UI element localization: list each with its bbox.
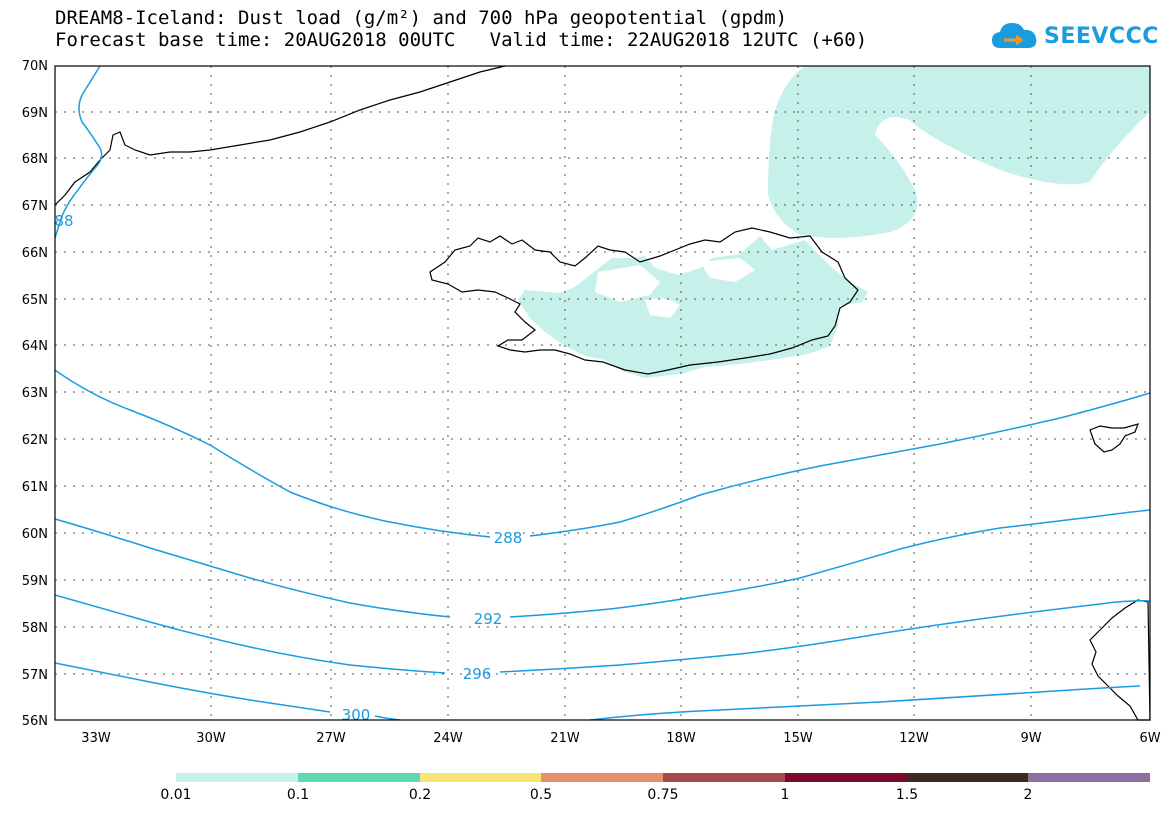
lat-label: 67N <box>22 199 48 214</box>
colorbar-label: 0.1 <box>287 787 309 803</box>
lat-label: 69N <box>22 106 48 121</box>
lon-label: 27W <box>316 731 346 746</box>
colorbar-segment <box>907 773 1028 782</box>
contour-labels: 288 292 296 300 88 <box>54 212 522 724</box>
lat-label: 68N <box>22 152 48 167</box>
scotland-coast <box>1089 599 1151 721</box>
colorbar-segment <box>663 773 785 782</box>
dust-free-patches <box>595 258 755 318</box>
contour-label: 288 <box>494 529 523 547</box>
colorbar-segment <box>785 773 907 782</box>
lat-label: 63N <box>22 386 48 401</box>
map-title-line2: Forecast base time: 20AUG2018 00UTC Vali… <box>55 29 868 51</box>
coastline <box>54 65 1151 721</box>
lon-label: 15W <box>783 731 813 746</box>
lat-label: 58N <box>22 621 48 636</box>
lon-label: 33W <box>81 731 111 746</box>
cloud-icon <box>992 23 1037 48</box>
colorbar-segment <box>298 773 420 782</box>
contour-label: 300 <box>342 706 371 724</box>
colorbar-label: 1.5 <box>896 787 918 803</box>
geopotential-contours <box>54 65 1151 721</box>
colorbar-segment <box>1028 773 1150 782</box>
contour-300 <box>54 662 1141 721</box>
greenland-coast <box>54 65 506 206</box>
colorbar-segment <box>541 773 663 782</box>
colorbar-label: 2 <box>1024 787 1033 803</box>
lon-label: 9W <box>1020 731 1041 746</box>
map-frame <box>54 65 1151 721</box>
longitude-axis: 33W 30W 27W 24W 21W 18W 15W 12W 9W 6W <box>81 731 1160 746</box>
lat-label: 65N <box>22 293 48 308</box>
lat-label: 60N <box>22 527 48 542</box>
contour-label: 88 <box>54 212 73 230</box>
lon-label: 18W <box>666 731 696 746</box>
colorbar-label: 0.5 <box>530 787 552 803</box>
colorbar-segment <box>420 773 541 782</box>
lat-label: 62N <box>22 433 48 448</box>
iceland-coast <box>429 227 859 375</box>
seevccc-logo: SEEVCCC <box>990 15 1159 57</box>
lat-label: 56N <box>22 714 48 729</box>
contour-288 <box>54 369 1151 538</box>
gridlines <box>55 66 1150 720</box>
contour-label: 292 <box>474 610 503 628</box>
colorbar-segment <box>176 773 298 782</box>
lat-label: 64N <box>22 339 48 354</box>
faroe-coast <box>1089 423 1139 453</box>
lat-label: 57N <box>22 668 48 683</box>
lon-label: 21W <box>550 731 580 746</box>
contour-296 <box>54 594 1151 674</box>
lon-label: 24W <box>433 731 463 746</box>
lat-label: 70N <box>22 59 48 74</box>
contour-292 <box>54 509 1151 618</box>
colorbar-label: 0.01 <box>160 787 191 803</box>
logo-text: SEEVCCC <box>1044 23 1159 49</box>
contour-label: 296 <box>463 665 492 683</box>
lon-label: 30W <box>196 731 226 746</box>
contour-greenland <box>54 65 103 239</box>
dust-load-area <box>518 66 1150 378</box>
lat-label: 61N <box>22 480 48 495</box>
lon-label: 6W <box>1139 731 1160 746</box>
colorbar-labels: 0.01 0.1 0.2 0.5 0.75 1 1.5 2 <box>160 787 1032 803</box>
latitude-axis: 70N 69N 68N 67N 66N 65N 64N 63N 62N 61N … <box>22 59 48 729</box>
colorbar-label: 0.2 <box>409 787 431 803</box>
map-title-line1: DREAM8-Iceland: Dust load (g/m²) and 700… <box>55 7 788 29</box>
colorbar-label: 1 <box>781 787 790 803</box>
lat-label: 59N <box>22 574 48 589</box>
lon-label: 12W <box>899 731 929 746</box>
lat-label: 66N <box>22 246 48 261</box>
colorbar <box>176 773 1150 782</box>
colorbar-label: 0.75 <box>647 787 678 803</box>
